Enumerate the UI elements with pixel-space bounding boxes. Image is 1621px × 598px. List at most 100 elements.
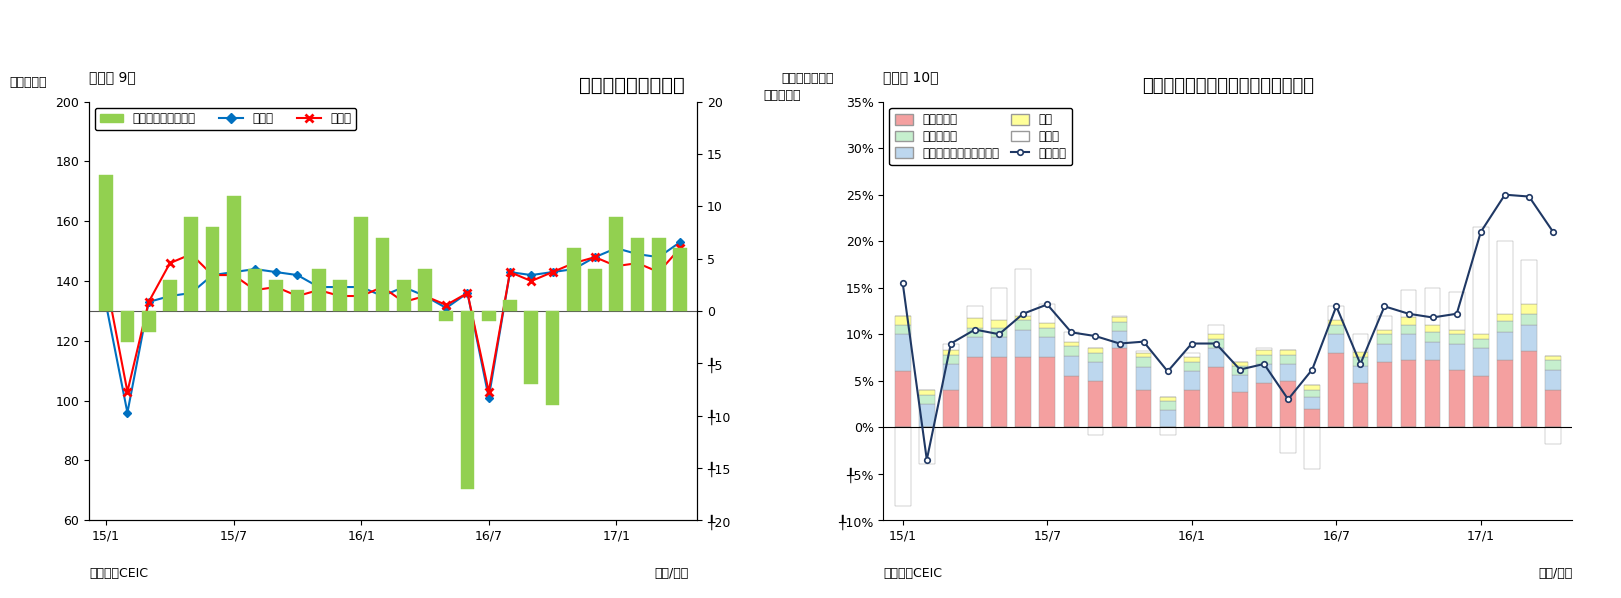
Bar (439, 311, 454, 322)
Title: ベトナム　輸出の伸び率（品目別）: ベトナム 輸出の伸び率（品目別） (1141, 77, 1315, 94)
輸出合計 (1013, 310, 1033, 318)
Bar (1281, 355, 1295, 364)
Bar (1473, 334, 1488, 339)
輸出合計 (1472, 228, 1491, 236)
Bar (1305, 390, 1319, 398)
Bar (481, 311, 496, 322)
Bar (1545, 360, 1561, 370)
輸出合計 (1062, 329, 1081, 336)
Bar (546, 311, 559, 405)
輸出合計 (917, 456, 937, 463)
Bar (1376, 334, 1392, 343)
Bar (943, 364, 958, 390)
輸出合計 (1206, 340, 1225, 347)
輸出合計 (1423, 314, 1443, 321)
輸出合計 (1495, 191, 1514, 199)
Bar (1281, 427, 1295, 453)
Bar (1352, 352, 1368, 356)
Bar (1015, 358, 1031, 427)
Bar (1112, 318, 1127, 322)
Bar (990, 328, 1007, 337)
輸出合計 (942, 340, 961, 347)
Bar (895, 427, 911, 507)
Bar (290, 290, 305, 311)
Bar (1520, 351, 1537, 427)
Bar (895, 325, 911, 334)
輸出合計 (1543, 228, 1563, 236)
Bar (1088, 362, 1104, 381)
Bar (503, 301, 517, 311)
Bar (968, 358, 982, 427)
Bar (1232, 375, 1248, 392)
Bar (968, 306, 982, 318)
Bar (1208, 367, 1224, 427)
輸出合計 (1326, 303, 1345, 310)
Bar (1449, 334, 1465, 343)
Bar (990, 358, 1007, 427)
Bar (1208, 348, 1224, 367)
Bar (1545, 390, 1561, 427)
Bar (1473, 227, 1488, 334)
Bar (1232, 366, 1248, 375)
Y-axis label: （億ドル）: （億ドル） (10, 76, 47, 89)
Bar (460, 311, 475, 489)
Bar (1376, 362, 1392, 427)
Bar (1256, 350, 1272, 355)
Bar (919, 390, 935, 395)
Bar (1088, 427, 1104, 435)
Bar (1063, 346, 1080, 356)
Y-axis label: （億ドル）: （億ドル） (763, 89, 801, 102)
Bar (311, 269, 326, 311)
Bar (1232, 392, 1248, 427)
Bar (1545, 356, 1561, 360)
Bar (1183, 362, 1200, 371)
Bar (1256, 348, 1272, 350)
Bar (1498, 360, 1512, 427)
Bar (1473, 376, 1488, 427)
Bar (990, 288, 1007, 321)
Bar (1208, 325, 1224, 334)
Bar (1256, 364, 1272, 383)
Bar (1015, 316, 1031, 321)
Bar (397, 280, 410, 311)
Bar (1425, 332, 1441, 341)
Bar (376, 238, 389, 311)
Bar (895, 334, 911, 371)
Bar (1305, 385, 1319, 390)
Bar (1183, 358, 1200, 362)
Bar (1401, 334, 1417, 360)
Bar (609, 217, 622, 311)
Bar (943, 390, 958, 427)
Y-axis label: （前年同月比）: （前年同月比） (781, 72, 833, 85)
Bar (1136, 358, 1151, 367)
Bar (1401, 289, 1417, 318)
Bar (968, 337, 982, 358)
Bar (588, 269, 601, 311)
Text: （年/月）: （年/月） (1538, 567, 1572, 580)
Text: ベトナムの貳易収支: ベトナムの貳易収支 (579, 75, 684, 94)
Bar (943, 355, 958, 364)
Bar (1015, 321, 1031, 329)
Bar (1208, 334, 1224, 339)
Bar (1498, 241, 1512, 314)
Bar (1520, 314, 1537, 325)
Bar (1063, 356, 1080, 376)
Bar (1520, 260, 1537, 304)
Bar (141, 311, 156, 332)
Bar (1329, 325, 1344, 334)
Bar (1063, 376, 1080, 427)
Bar (1281, 350, 1295, 355)
Bar (1305, 408, 1319, 427)
輸出合計 (1255, 361, 1274, 368)
Bar (332, 280, 347, 311)
Bar (1449, 329, 1465, 334)
Bar (227, 196, 240, 311)
Bar (99, 175, 113, 311)
Text: （図表 9）: （図表 9） (89, 70, 136, 84)
Bar (206, 227, 219, 311)
Bar (1425, 360, 1441, 427)
Bar (1088, 348, 1104, 353)
Bar (1039, 337, 1055, 358)
輸出合計 (1303, 366, 1323, 373)
Bar (1305, 427, 1319, 469)
